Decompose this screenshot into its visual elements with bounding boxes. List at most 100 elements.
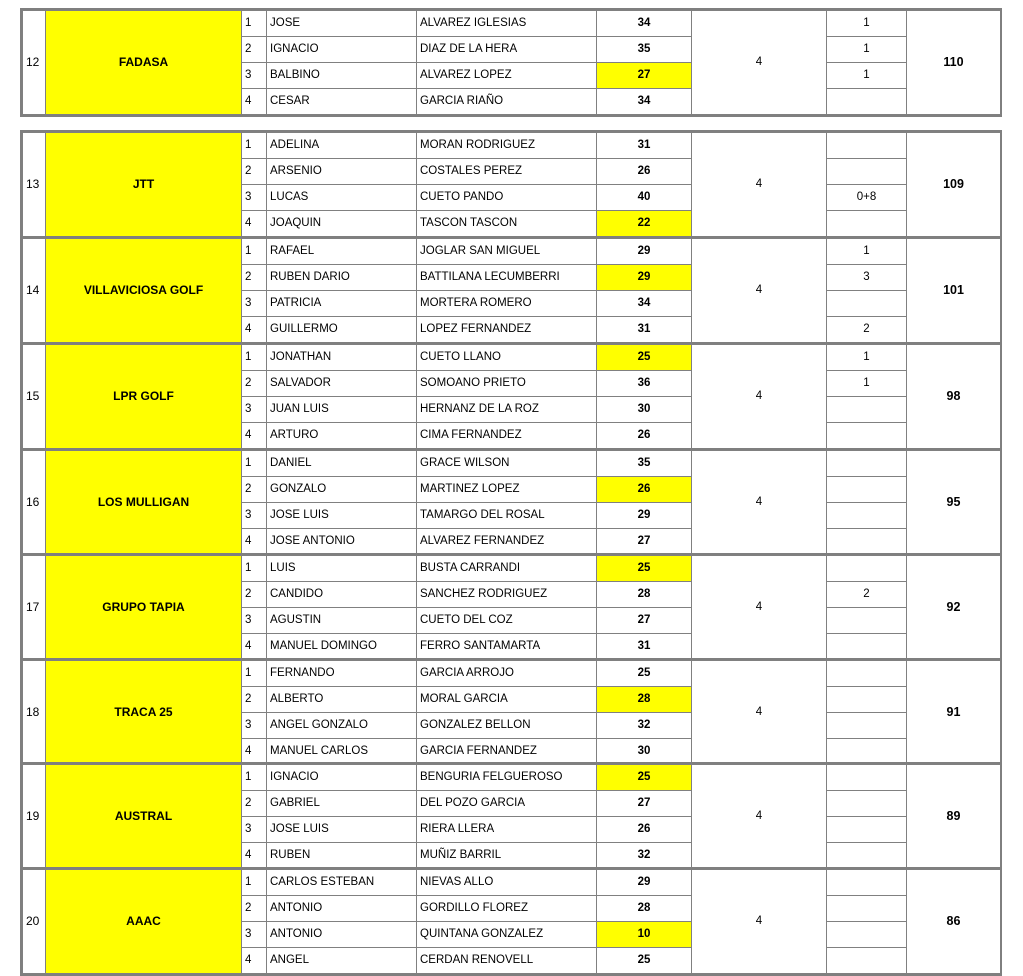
team-rank: 18 (22, 660, 46, 765)
player-score: 29 (596, 238, 692, 265)
table-row[interactable]: 20 AAAC 1 CARLOS ESTEBAN NIEVAS ALLO 29 4 86 (22, 869, 1001, 974)
table-row[interactable]: 4 MANUEL DOMINGO FERRO SANTAMARTA 31 (23, 633, 1001, 660)
player-penalty (826, 921, 907, 948)
player-first-name: JOAQUIN (266, 210, 417, 237)
player-last-name: CUETO LLANO (416, 344, 597, 371)
table-row[interactable]: 4 RUBEN MUÑIZ BARRIL 32 (23, 842, 1001, 869)
player-order: 1 (241, 132, 267, 159)
team-total: 92 (906, 555, 1001, 660)
team-players-count: 4 (691, 238, 827, 343)
player-score-highlighted: 29 (596, 264, 692, 291)
team-block: 20 AAAC 1 CARLOS ESTEBAN NIEVAS ALLO 29 4 86 2 AN… (20, 867, 1002, 976)
player-last-name: ALVAREZ IGLESIAS (416, 10, 597, 37)
table-row[interactable]: 19 AUSTRAL 1 IGNACIO BENGURIA FELGUEROSO 25 4 8… (22, 764, 1001, 869)
player-order: 4 (241, 947, 267, 974)
player-penalty: 3 (826, 264, 907, 291)
team-block: 13 JTT 1 ADELINA MORAN RODRIGUEZ 31 4 109 2 ARSEN… (20, 130, 1002, 239)
table-row[interactable]: 13 JTT 1 ADELINA MORAN RODRIGUEZ 31 4 109 (22, 132, 1001, 237)
player-last-name: GONZALEZ BELLON (416, 712, 597, 739)
player-first-name: ARTURO (266, 422, 417, 449)
player-first-name: LUCAS (266, 184, 417, 211)
table-row[interactable]: 3 AGUSTIN CUETO DEL COZ 27 (23, 607, 1001, 634)
player-order: 3 (241, 921, 267, 948)
table-row[interactable]: 18 TRACA 25 1 FERNANDO GARCIA ARROJO 25 4 91 (22, 660, 1001, 765)
player-last-name: ALVAREZ LOPEZ (416, 62, 597, 89)
player-first-name: JOSE LUIS (266, 816, 417, 843)
player-order: 2 (241, 686, 267, 713)
player-order: 3 (241, 502, 267, 529)
table-row[interactable]: 3 PATRICIA MORTERA ROMERO 34 (23, 290, 1001, 317)
team-players-count: 4 (691, 450, 827, 555)
table-row[interactable]: 4 JOAQUIN TASCON TASCON 22 (23, 210, 1001, 237)
player-first-name: JONATHAN (266, 344, 417, 371)
team-table: 15 LPR GOLF 1 JONATHAN CUETO LLANO 25 4 1 98 2 SAL… (22, 344, 1001, 449)
player-last-name: GARCIA ARROJO (416, 660, 597, 687)
player-first-name: JUAN LUIS (266, 396, 417, 423)
player-first-name: RAFAEL (266, 238, 417, 265)
player-penalty: 2 (826, 581, 907, 608)
team-table: 19 AUSTRAL 1 IGNACIO BENGURIA FELGUEROSO 25 4 8… (22, 764, 1001, 869)
table-row[interactable]: 2 ALBERTO MORAL GARCIA 28 (23, 686, 1001, 713)
table-row[interactable]: 2 SALVADOR SOMOANO PRIETO 36 1 (23, 370, 1001, 397)
player-score: 31 (596, 316, 692, 343)
team-total: 86 (906, 869, 1001, 974)
player-last-name: GRACE WILSON (416, 450, 597, 477)
player-order: 2 (241, 581, 267, 608)
table-row[interactable]: 17 GRUPO TAPIA 1 LUIS BUSTA CARRANDI 25 4 92 (22, 555, 1001, 660)
team-block: 15 LPR GOLF 1 JONATHAN CUETO LLANO 25 4 1 98 2 SAL… (20, 342, 1002, 451)
player-last-name: CUETO PANDO (416, 184, 597, 211)
table-row[interactable]: 12 FADASA 1 JOSE ALVAREZ IGLESIAS 34 4 1 110 (22, 10, 1001, 115)
table-row[interactable]: 16 LOS MULLIGAN 1 DANIEL GRACE WILSON 35 4 95 (22, 450, 1001, 555)
player-penalty (826, 895, 907, 922)
player-penalty (826, 422, 907, 449)
player-first-name: GONZALO (266, 476, 417, 503)
player-order: 2 (241, 36, 267, 63)
table-row[interactable]: 3 JUAN LUIS HERNANZ DE LA ROZ 30 (23, 396, 1001, 423)
team-rank: 14 (22, 238, 46, 343)
player-order: 3 (241, 396, 267, 423)
player-last-name: SOMOANO PRIETO (416, 370, 597, 397)
player-first-name: ANGEL GONZALO (266, 712, 417, 739)
player-score: 27 (596, 607, 692, 634)
player-penalty (826, 790, 907, 817)
player-last-name: SANCHEZ RODRIGUEZ (416, 581, 597, 608)
table-row[interactable]: 4 MANUEL CARLOS GARCIA FERNANDEZ 30 (23, 738, 1001, 765)
team-table: 18 TRACA 25 1 FERNANDO GARCIA ARROJO 25 4 91 2 AL… (22, 660, 1001, 765)
player-last-name: BATTILANA LECUMBERRI (416, 264, 597, 291)
player-order: 3 (241, 290, 267, 317)
team-block: 16 LOS MULLIGAN 1 DANIEL GRACE WILSON 35 4 95 2 G… (20, 448, 1002, 557)
table-row[interactable]: 4 CESAR GARCIA RIAÑO 34 (23, 88, 1001, 115)
player-order: 1 (241, 344, 267, 371)
player-order: 1 (241, 238, 267, 265)
table-row[interactable]: 3 ANTONIO QUINTANA GONZALEZ 10 (23, 921, 1001, 948)
player-first-name: IGNACIO (266, 764, 417, 791)
table-row[interactable]: 2 RUBEN DARIO BATTILANA LECUMBERRI 29 3 (23, 264, 1001, 291)
player-first-name: ANTONIO (266, 921, 417, 948)
table-row[interactable]: 15 LPR GOLF 1 JONATHAN CUETO LLANO 25 4 1 98 (22, 344, 1001, 449)
player-first-name: BALBINO (266, 62, 417, 89)
player-last-name: LOPEZ FERNANDEZ (416, 316, 597, 343)
table-row[interactable]: 2 ARSENIO COSTALES PEREZ 26 (23, 158, 1001, 185)
player-penalty: 1 (826, 344, 907, 371)
player-score: 30 (596, 396, 692, 423)
table-row[interactable]: 4 ARTURO CIMA FERNANDEZ 26 (23, 422, 1001, 449)
player-last-name: TASCON TASCON (416, 210, 597, 237)
table-row[interactable]: 14 VILLAVICIOSA GOLF 1 RAFAEL JOGLAR SAN MIG… (22, 238, 1001, 343)
table-row[interactable]: 2 GONZALO MARTINEZ LOPEZ 26 (23, 476, 1001, 503)
team-table: 13 JTT 1 ADELINA MORAN RODRIGUEZ 31 4 109 2 ARSEN… (22, 132, 1001, 237)
player-first-name: ADELINA (266, 132, 417, 159)
team-block: 12 FADASA 1 JOSE ALVAREZ IGLESIAS 34 4 1 110 2 IGN… (20, 8, 1002, 117)
player-order: 2 (241, 476, 267, 503)
player-last-name: MORAL GARCIA (416, 686, 597, 713)
player-first-name: RUBEN (266, 842, 417, 869)
table-row[interactable]: 2 CANDIDO SANCHEZ RODRIGUEZ 28 2 (23, 581, 1001, 608)
player-score: 27 (596, 790, 692, 817)
player-first-name: RUBEN DARIO (266, 264, 417, 291)
table-row[interactable]: 2 ANTONIO GORDILLO FLOREZ 28 (23, 895, 1001, 922)
player-score-highlighted: 25 (596, 764, 692, 791)
team-players-count: 4 (691, 660, 827, 765)
team-players-count: 4 (691, 869, 827, 974)
player-penalty (826, 210, 907, 237)
team-name: JTT (45, 132, 242, 237)
team-table: 20 AAAC 1 CARLOS ESTEBAN NIEVAS ALLO 29 4 86 2 AN… (22, 869, 1001, 974)
